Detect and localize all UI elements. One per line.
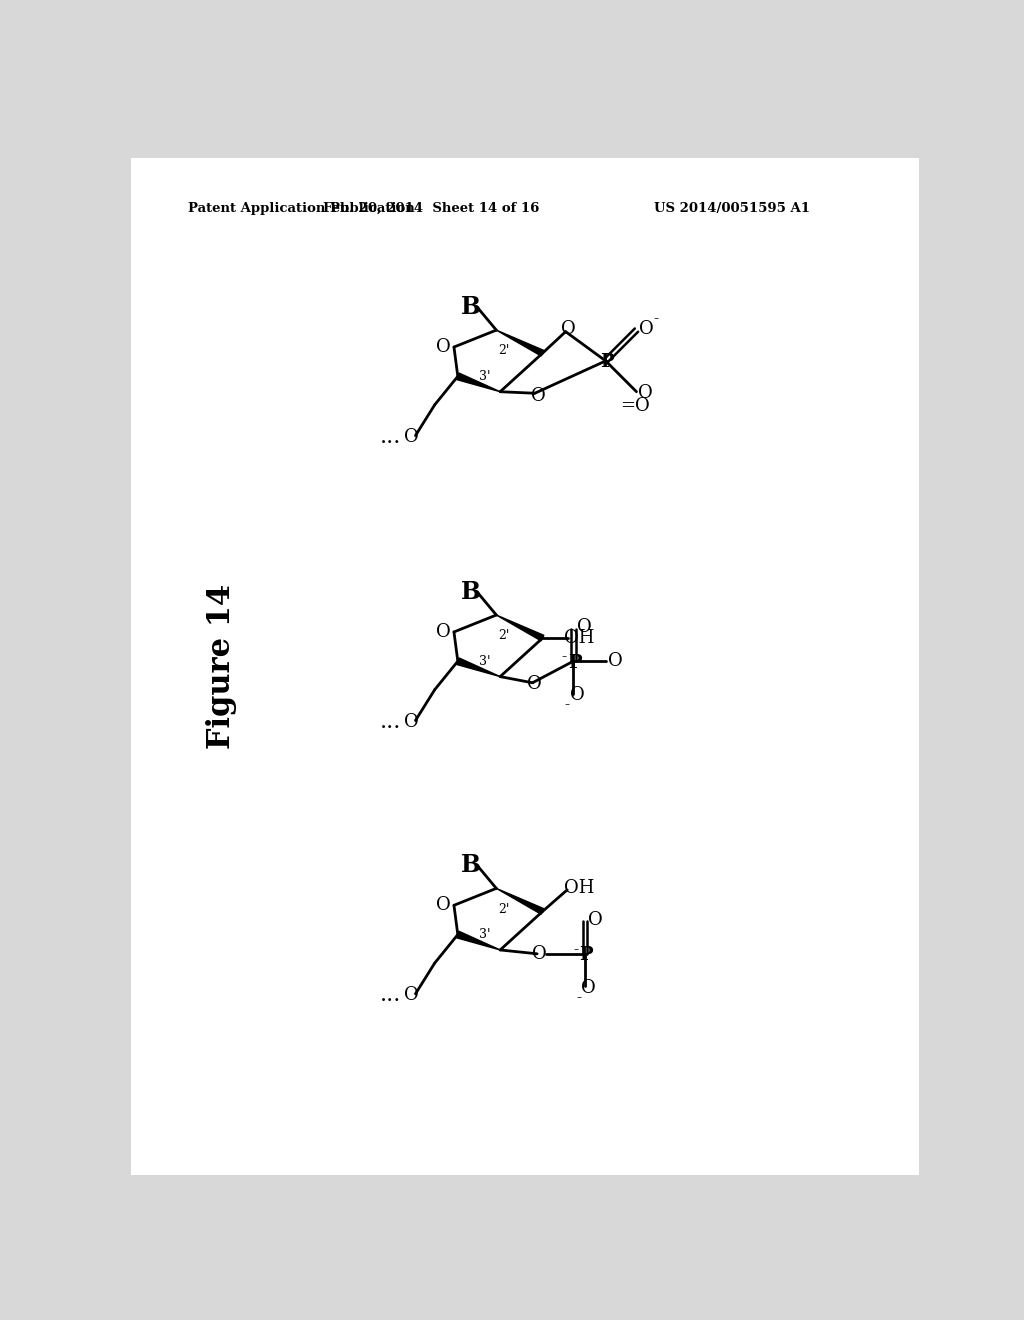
Text: ...: ... (380, 426, 401, 449)
Text: O: O (404, 986, 419, 1005)
Text: O: O (436, 896, 451, 915)
Text: B: B (461, 579, 481, 605)
Text: B: B (461, 853, 481, 878)
Text: 3': 3' (479, 655, 490, 668)
Text: ...: ... (380, 711, 401, 733)
Text: Figure 14: Figure 14 (206, 583, 237, 750)
Polygon shape (497, 888, 544, 915)
Text: -: - (577, 991, 582, 1005)
Text: P: P (600, 354, 614, 371)
Text: O: O (638, 384, 653, 403)
Polygon shape (497, 615, 544, 642)
Polygon shape (457, 657, 500, 677)
Text: 3': 3' (479, 370, 490, 383)
Text: -: - (573, 942, 579, 957)
Text: ...: ... (380, 985, 401, 1006)
Text: O: O (527, 676, 542, 693)
Text: O: O (436, 338, 451, 356)
Text: -: - (653, 313, 658, 326)
Text: =O: =O (621, 396, 650, 414)
Text: O: O (436, 623, 451, 642)
Text: 2': 2' (499, 345, 510, 358)
Polygon shape (457, 932, 500, 950)
Text: O: O (577, 618, 592, 636)
Text: O: O (607, 652, 623, 671)
Text: OH: OH (564, 630, 595, 647)
Text: 2': 2' (499, 630, 510, 643)
Text: O: O (561, 321, 577, 338)
Text: 2': 2' (499, 903, 510, 916)
Text: O: O (569, 686, 585, 704)
Text: O: O (532, 945, 547, 962)
Text: Patent Application Publication: Patent Application Publication (188, 202, 415, 215)
Text: -: - (564, 698, 569, 711)
Text: B: B (461, 294, 481, 319)
Text: OH: OH (563, 879, 594, 898)
Text: O: O (582, 978, 596, 997)
Text: Feb. 20, 2014  Sheet 14 of 16: Feb. 20, 2014 Sheet 14 of 16 (323, 202, 539, 215)
Text: US 2014/0051595 A1: US 2014/0051595 A1 (654, 202, 810, 215)
Text: O: O (404, 713, 419, 731)
Text: 3': 3' (479, 928, 490, 941)
Polygon shape (457, 374, 500, 392)
Polygon shape (497, 330, 544, 356)
FancyBboxPatch shape (131, 158, 920, 1175)
Text: O: O (588, 911, 603, 929)
Text: O: O (530, 387, 545, 404)
Text: O: O (639, 319, 654, 338)
Text: O: O (404, 428, 419, 446)
Text: -: - (561, 651, 566, 664)
Text: P: P (580, 946, 593, 965)
Text: P: P (568, 653, 582, 672)
